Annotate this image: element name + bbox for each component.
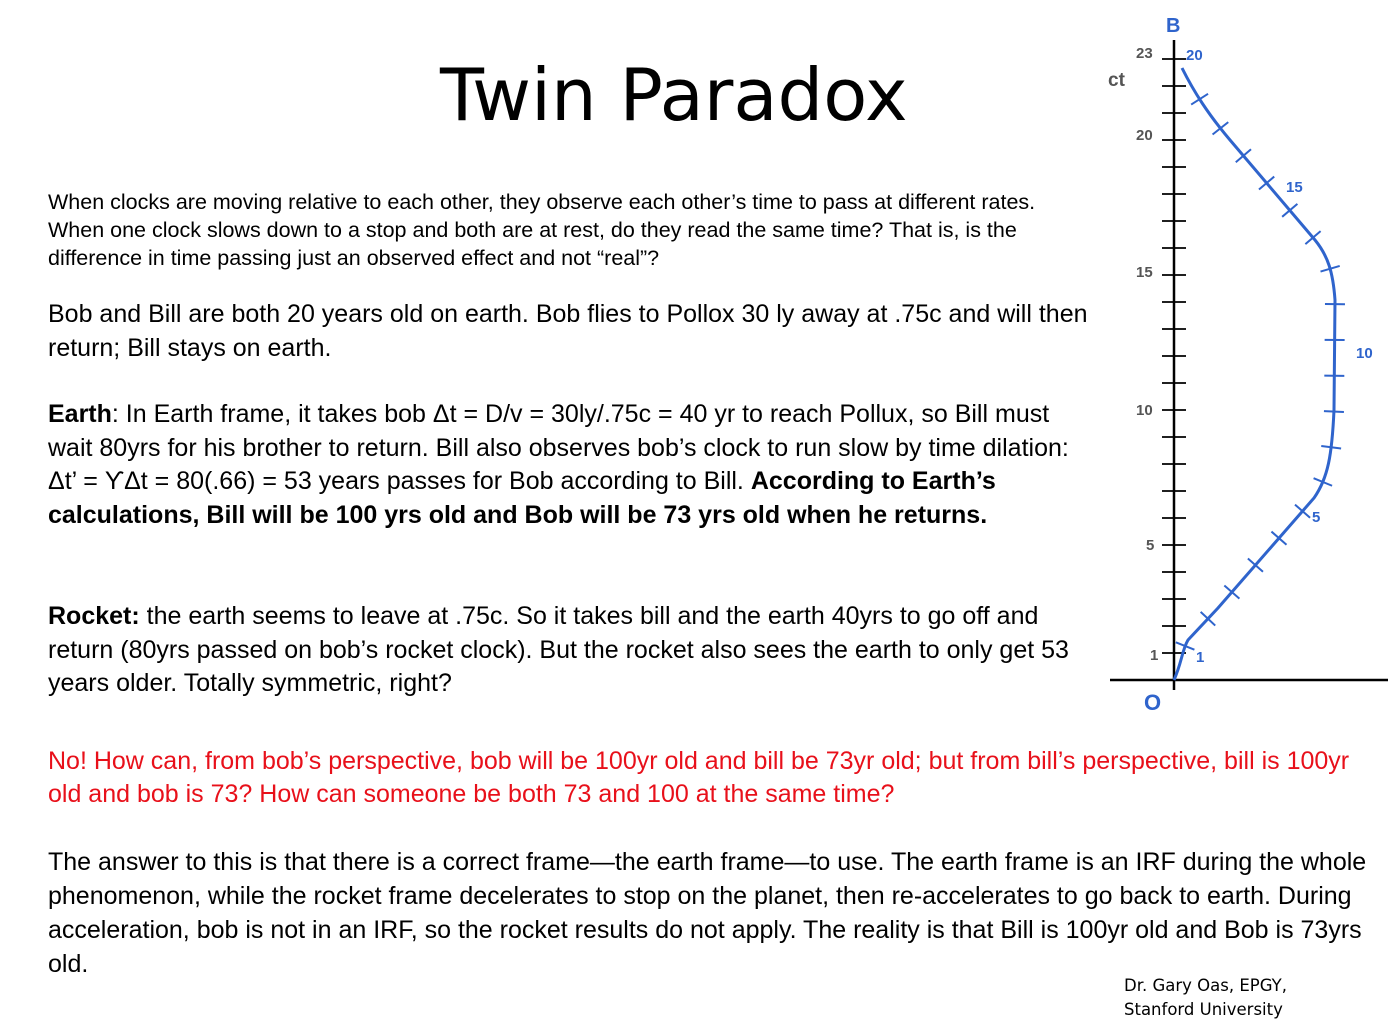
axis-tick-label: 15 (1136, 264, 1153, 281)
worldline-tick (1199, 611, 1216, 627)
worldline-tick-label: 10 (1356, 345, 1373, 362)
worldline-tick-label: 1 (1196, 649, 1204, 666)
worldline-tick (1304, 230, 1322, 245)
earth-conclusion: According to Earth’s calculations, Bill … (48, 467, 996, 529)
red-question: No! How can, from bob’s perspective, bob… (48, 747, 1350, 808)
rocket-label: Rocket: (48, 602, 140, 630)
worldline-tick (1223, 584, 1241, 600)
worldline-tick (1323, 410, 1344, 413)
axis-tick-label: 1 (1150, 647, 1158, 664)
worldline-tick-label: 20 (1186, 47, 1203, 64)
worldline-tick (1294, 503, 1311, 519)
worldline-tick-label: 15 (1286, 179, 1303, 196)
label-origin: O (1144, 690, 1161, 715)
worldline-tick (1190, 92, 1209, 106)
worldline-tick (1281, 203, 1299, 218)
worldline-tick (1247, 557, 1264, 573)
worldline-tick (1211, 121, 1229, 136)
intro-paragraph: When clocks are moving relative to each … (48, 190, 1036, 270)
earth-label: Earth (48, 400, 112, 428)
worldline-tick (1321, 445, 1342, 450)
worldline-tick (1235, 148, 1252, 163)
axis-tick-label: 23 (1136, 45, 1153, 62)
label-ct: ct (1108, 70, 1126, 91)
worldline-tick-label: 5 (1312, 509, 1320, 526)
rocket-text: the earth seems to leave at .75c. So it … (48, 602, 1069, 697)
earth-paragraph: Earth: In Earth frame, it takes bob Δt =… (48, 398, 1088, 532)
worldline-ticks (1175, 92, 1345, 651)
credit-line-2: Stanford University (1124, 1000, 1283, 1019)
credit: Dr. Gary Oas, EPGY, Stanford University (1124, 974, 1384, 1022)
worldline-tick (1270, 530, 1288, 546)
setup-paragraph: Bob and Bill are both 20 years old on ea… (48, 300, 1088, 362)
worldline-tick (1175, 641, 1195, 651)
axis-tick-label: 10 (1136, 402, 1153, 419)
axis-tick-label: 5 (1146, 537, 1154, 554)
answer-paragraph: The answer to this is that there is a co… (48, 848, 1367, 978)
worldline-tick (1320, 264, 1340, 273)
label-b: B (1166, 15, 1180, 37)
credit-line-1: Dr. Gary Oas, EPGY, (1124, 976, 1288, 995)
slide-title: Twin Paradox (440, 53, 908, 137)
spacetime-diagram: B ct O 1 5 10 15 20 23 1 5 10 15 20 (1108, 15, 1388, 715)
earth-text: : In Earth frame, it takes bob Δt = D/v … (48, 400, 1069, 495)
worldline-tick (1258, 175, 1275, 191)
axis-tick-label: 20 (1136, 127, 1153, 144)
worldline-tick (1313, 477, 1333, 487)
rocket-paragraph: Rocket: the earth seems to leave at .75c… (48, 600, 1088, 701)
bob-worldline (1172, 67, 1337, 681)
